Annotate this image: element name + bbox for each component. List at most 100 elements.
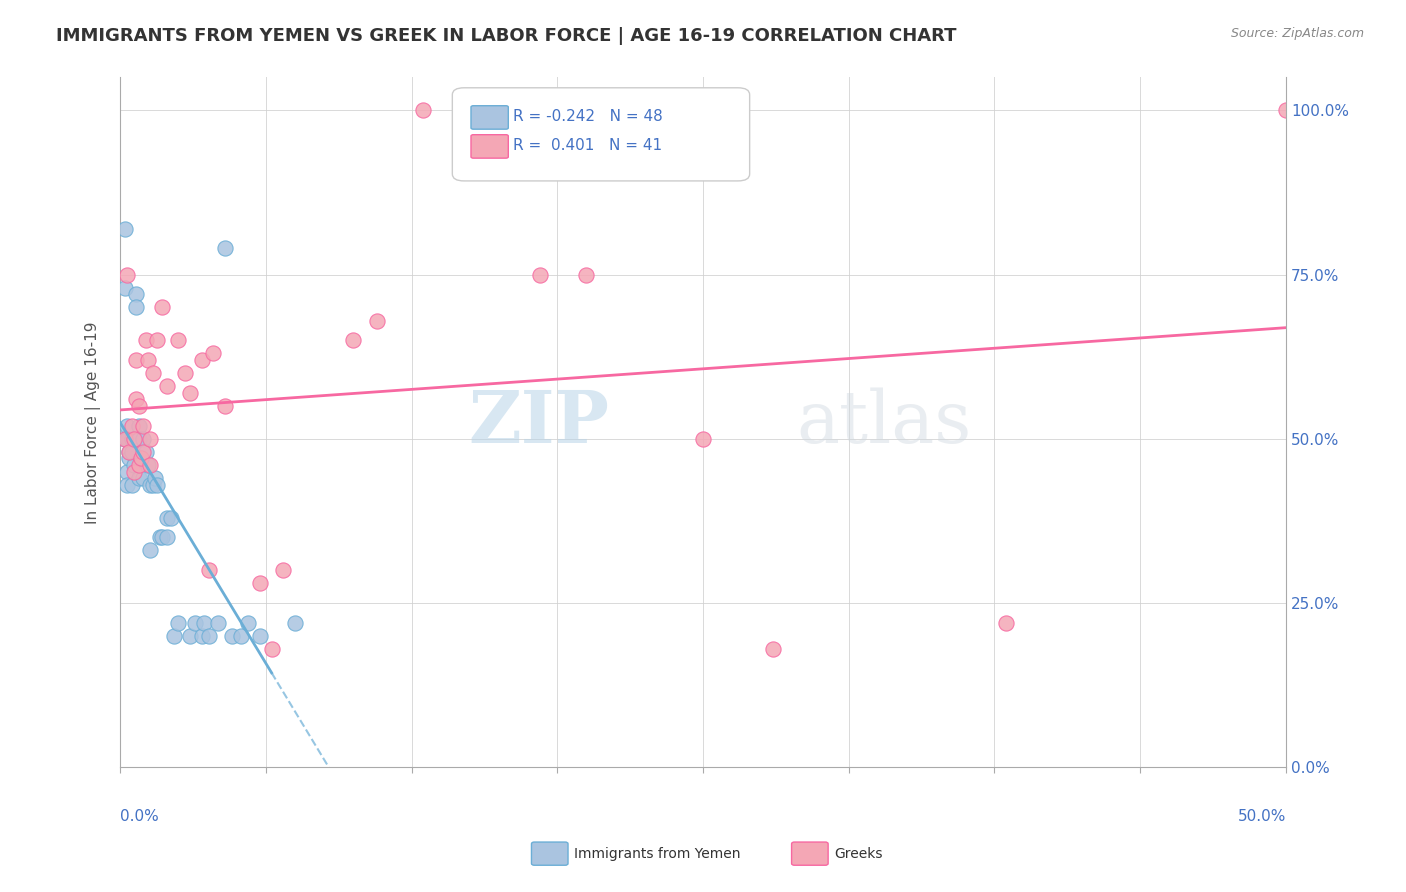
Point xyxy=(249,629,271,643)
Point xyxy=(132,471,155,485)
Point xyxy=(179,629,201,643)
Point xyxy=(150,301,173,315)
FancyBboxPatch shape xyxy=(453,87,749,181)
Point xyxy=(115,477,138,491)
Point xyxy=(197,629,219,643)
Point xyxy=(139,432,162,446)
Point xyxy=(762,642,785,657)
Point xyxy=(190,629,212,643)
Text: Source: ZipAtlas.com: Source: ZipAtlas.com xyxy=(1230,27,1364,40)
Point xyxy=(160,510,183,524)
Text: ZIP: ZIP xyxy=(468,387,610,458)
Point xyxy=(121,432,143,446)
Point xyxy=(231,629,253,643)
Point xyxy=(179,385,201,400)
Point xyxy=(284,615,307,630)
Text: 50.0%: 50.0% xyxy=(1237,809,1286,823)
Point xyxy=(115,268,138,282)
Point xyxy=(115,465,138,479)
Point xyxy=(118,451,141,466)
Point xyxy=(135,445,157,459)
Point xyxy=(995,615,1018,630)
Point xyxy=(202,346,225,360)
Point xyxy=(128,432,150,446)
Point xyxy=(118,445,141,459)
Point xyxy=(692,432,714,446)
Text: Immigrants from Yemen: Immigrants from Yemen xyxy=(574,847,740,861)
Point xyxy=(207,615,229,630)
Point xyxy=(197,563,219,577)
Point xyxy=(143,471,166,485)
Point xyxy=(122,432,145,446)
Point xyxy=(122,465,145,479)
Point xyxy=(136,353,159,368)
Point xyxy=(271,563,294,577)
Point xyxy=(132,432,155,446)
Point xyxy=(139,543,162,558)
Point xyxy=(412,103,434,118)
Point xyxy=(139,477,162,491)
Point xyxy=(114,221,136,235)
Point xyxy=(260,642,283,657)
Point xyxy=(156,530,179,544)
Point xyxy=(190,353,212,368)
Point xyxy=(132,445,155,459)
Point xyxy=(128,458,150,472)
Text: R = -0.242   N = 48: R = -0.242 N = 48 xyxy=(513,109,662,124)
Point xyxy=(114,432,136,446)
Point xyxy=(150,530,173,544)
Point xyxy=(135,333,157,347)
Point xyxy=(146,333,169,347)
Point xyxy=(458,103,481,118)
Point xyxy=(149,530,172,544)
Point xyxy=(575,268,598,282)
Point xyxy=(121,477,143,491)
Point xyxy=(366,313,388,327)
Point xyxy=(529,268,551,282)
Point xyxy=(163,629,186,643)
Point xyxy=(132,418,155,433)
Point xyxy=(139,458,162,472)
Point xyxy=(114,281,136,295)
Point xyxy=(214,399,236,413)
Point xyxy=(156,510,179,524)
Text: R =  0.401   N = 41: R = 0.401 N = 41 xyxy=(513,138,662,153)
Point xyxy=(125,301,148,315)
Point xyxy=(146,477,169,491)
Y-axis label: In Labor Force | Age 16-19: In Labor Force | Age 16-19 xyxy=(86,321,101,524)
Text: IMMIGRANTS FROM YEMEN VS GREEK IN LABOR FORCE | AGE 16-19 CORRELATION CHART: IMMIGRANTS FROM YEMEN VS GREEK IN LABOR … xyxy=(56,27,956,45)
Point xyxy=(249,576,271,591)
Point xyxy=(136,458,159,472)
Point xyxy=(142,366,165,380)
Point xyxy=(156,379,179,393)
Point xyxy=(342,333,364,347)
Point xyxy=(193,615,215,630)
Point xyxy=(125,287,148,301)
Point xyxy=(1275,103,1298,118)
Point xyxy=(183,615,205,630)
Point xyxy=(167,333,190,347)
FancyBboxPatch shape xyxy=(471,106,509,129)
Point xyxy=(174,366,197,380)
FancyBboxPatch shape xyxy=(471,135,509,158)
Point xyxy=(128,471,150,485)
Point xyxy=(115,418,138,433)
Point xyxy=(118,445,141,459)
Point xyxy=(167,615,190,630)
Point xyxy=(114,432,136,446)
Point xyxy=(125,353,148,368)
Text: 0.0%: 0.0% xyxy=(120,809,159,823)
Point xyxy=(129,451,152,466)
Point xyxy=(122,432,145,446)
Point xyxy=(142,477,165,491)
Point xyxy=(121,445,143,459)
Point xyxy=(221,629,243,643)
Point xyxy=(122,458,145,472)
Point xyxy=(128,418,150,433)
Text: atlas: atlas xyxy=(796,387,972,458)
Text: Greeks: Greeks xyxy=(834,847,882,861)
Point xyxy=(115,432,138,446)
Point xyxy=(128,399,150,413)
Point xyxy=(238,615,260,630)
Point xyxy=(121,418,143,433)
